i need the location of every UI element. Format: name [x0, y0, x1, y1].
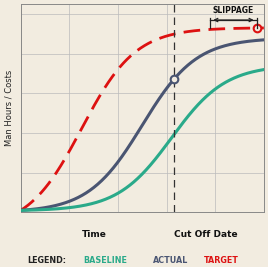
Text: ACTUAL: ACTUAL — [153, 256, 188, 265]
Y-axis label: Man Hours / Costs: Man Hours / Costs — [4, 70, 13, 146]
Text: BASELINE: BASELINE — [83, 256, 127, 265]
Text: LEGEND:: LEGEND: — [27, 256, 66, 265]
Text: Cut Off Date: Cut Off Date — [174, 230, 237, 239]
Text: Time: Time — [82, 230, 107, 239]
Text: SLIPPAGE: SLIPPAGE — [213, 6, 254, 15]
Text: TARGET: TARGET — [204, 256, 239, 265]
